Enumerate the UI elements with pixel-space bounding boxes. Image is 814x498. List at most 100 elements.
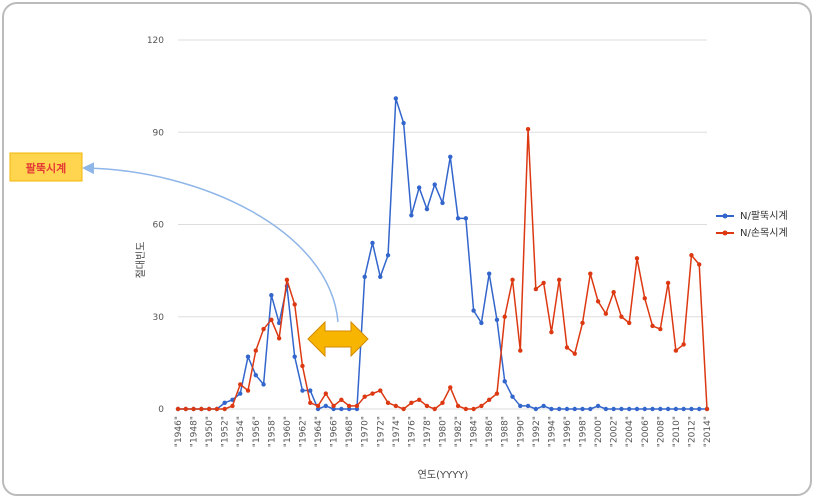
data-point <box>401 120 406 126</box>
data-point <box>191 406 196 412</box>
data-point <box>619 406 624 412</box>
x-tick-label: "1966" <box>330 416 340 447</box>
data-point <box>580 406 585 412</box>
x-axis-title: 연도(YYYY) <box>418 469 469 481</box>
y-tick-label: 30 <box>153 313 165 323</box>
x-tick-label: "2014" <box>703 416 713 447</box>
x-tick-label: "1946" <box>174 416 184 447</box>
data-point <box>315 406 321 412</box>
data-point <box>556 406 562 412</box>
data-point <box>463 406 469 412</box>
x-tick-label: "1980" <box>439 416 449 447</box>
data-point <box>385 253 391 258</box>
data-point <box>471 406 476 412</box>
data-point <box>401 406 406 412</box>
data-point <box>564 406 570 412</box>
data-point <box>409 400 414 406</box>
data-point <box>424 206 430 212</box>
data-point <box>642 296 647 301</box>
x-tick-label: "2000" <box>594 416 604 447</box>
data-point <box>510 277 515 283</box>
data-point <box>525 403 531 409</box>
data-point <box>284 277 290 283</box>
data-point <box>463 216 469 221</box>
data-point <box>556 277 562 283</box>
x-tick-label: "1960" <box>283 416 293 447</box>
data-point <box>370 391 375 396</box>
x-tick-label: "1992" <box>532 416 542 447</box>
data-point <box>479 320 484 326</box>
data-point <box>595 403 601 409</box>
data-point <box>300 388 305 393</box>
data-point <box>354 403 360 409</box>
data-point <box>502 379 507 384</box>
data-point <box>206 406 212 412</box>
data-point <box>416 185 422 190</box>
data-point <box>440 400 445 406</box>
x-tick-label: "1954" <box>236 416 246 447</box>
data-point <box>409 213 414 218</box>
x-tick-label: "1948" <box>190 416 200 447</box>
data-point <box>300 363 305 369</box>
x-tick-label: "1998" <box>579 416 589 447</box>
x-tick-label: "1984" <box>470 416 480 447</box>
y-tick-label: 0 <box>158 405 164 415</box>
data-point <box>455 216 461 221</box>
data-point <box>269 293 274 298</box>
x-tick-labels: "1946" "1948" "1950" "1952" "1954" "1956" "195… <box>174 416 713 447</box>
x-tick-label: "2002" <box>610 416 620 447</box>
data-point <box>378 388 383 393</box>
double-arrow-icon <box>307 320 369 358</box>
data-point <box>704 406 710 412</box>
data-point <box>627 406 632 412</box>
data-point <box>572 351 577 356</box>
y-tick-labels: 0 30 60 90 120 <box>147 36 164 415</box>
data-point <box>502 314 507 319</box>
data-point <box>564 345 570 350</box>
data-point <box>175 406 181 412</box>
data-point <box>533 286 539 292</box>
data-point <box>222 406 227 412</box>
data-point <box>222 400 227 406</box>
x-tick-label: "1976" <box>407 416 417 447</box>
data-point <box>323 391 329 396</box>
data-point <box>650 323 655 329</box>
data-point <box>292 302 297 307</box>
data-point <box>362 274 367 279</box>
data-point <box>424 403 430 409</box>
data-point <box>697 406 702 412</box>
x-tick-label: "1996" <box>563 416 573 447</box>
data-point <box>665 406 671 412</box>
data-point <box>393 403 399 409</box>
data-point <box>432 182 437 187</box>
data-point <box>486 397 492 402</box>
data-point <box>238 391 243 396</box>
data-point <box>650 406 655 412</box>
callout-curve-arrow <box>82 162 339 323</box>
data-point <box>199 406 204 412</box>
data-point <box>385 400 391 406</box>
data-point <box>518 348 523 353</box>
data-point <box>346 403 352 409</box>
callout-label: 팔뚝시계 <box>26 161 66 175</box>
data-point <box>673 406 679 412</box>
data-point <box>580 320 585 326</box>
data-point <box>346 406 352 412</box>
x-tick-label: "1956" <box>252 416 262 447</box>
data-point <box>370 240 375 246</box>
data-point <box>588 406 593 412</box>
x-tick-label: "1962" <box>298 416 308 447</box>
data-point <box>245 354 251 359</box>
y-axis-title: 절대빈도 <box>134 242 147 279</box>
data-point <box>253 372 258 378</box>
data-point <box>510 394 515 399</box>
data-point <box>494 391 500 396</box>
data-point <box>230 403 235 409</box>
legend-label-blue: N/팔뚝시계 <box>740 210 788 222</box>
data-point <box>588 271 593 276</box>
data-point <box>261 382 266 387</box>
x-tick-label: "1986" <box>485 416 495 447</box>
x-tick-label: "1958" <box>267 416 277 447</box>
data-point <box>541 403 546 409</box>
